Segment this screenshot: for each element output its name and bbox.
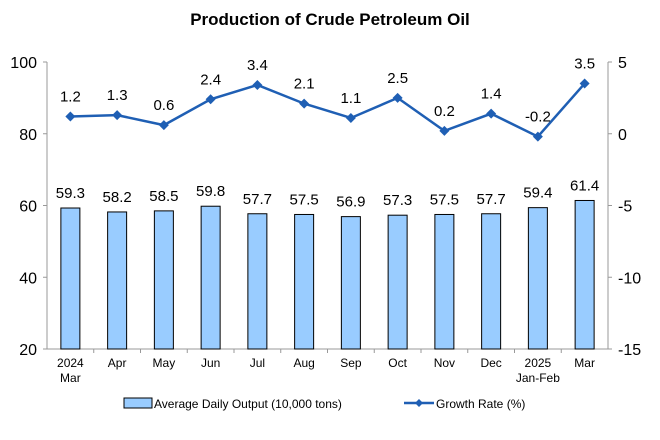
bar [574,199,595,350]
left-tick-label: 80 [19,127,37,144]
left-tick-label: 60 [19,199,37,216]
legend-line-marker [415,399,423,407]
x-tick-label: Nov [434,356,455,370]
growth-point [205,94,216,105]
growth-point [579,78,590,89]
x-tick-label: May [153,356,176,370]
bar-label: 61.4 [570,177,599,194]
bar [434,213,455,350]
bar-label: 59.3 [56,185,85,202]
growth-label: 3.4 [247,57,268,74]
growth-label: 1.1 [340,90,361,107]
bar [387,214,408,350]
bar [340,216,361,350]
bar [247,213,268,350]
right-tick-label: 5 [618,55,627,72]
bar-label: 57.7 [243,191,272,208]
bar [294,213,315,350]
growth-point [299,98,310,109]
x-tick-label: Mar [60,371,81,385]
x-tick-label: Dec [480,356,501,370]
growth-label: 2.5 [387,70,408,87]
legend-line-label: Growth Rate (%) [436,397,525,411]
bar-label: 56.9 [336,194,365,211]
growth-label: 1.2 [60,89,81,106]
growth-line [70,82,586,139]
growth-point [392,92,403,103]
x-tick-label: Aug [293,356,314,370]
bar-label: 57.5 [290,191,319,208]
left-tick-label: 100 [10,55,37,72]
growth-point [252,79,263,90]
bar [153,210,174,350]
bar [107,211,128,350]
growth-point [158,120,169,131]
bar [527,207,548,350]
legend-bar-label: Average Daily Output (10,000 tons) [154,397,342,411]
growth-label: 0.6 [153,97,174,114]
growth-label: 2.1 [294,76,315,93]
x-tick-label: Mar [574,356,595,370]
bar-label: 57.7 [477,191,506,208]
x-tick-label: 2024 [57,356,84,370]
growth-label: 0.2 [434,103,455,120]
x-tick-label: Apr [108,356,127,370]
legend: Average Daily Output (10,000 tons) Growt… [123,397,525,411]
x-tick-label: 2025 [525,356,552,370]
growth-label: 1.4 [481,86,502,103]
growth-label: 1.3 [107,87,128,104]
left-tick-label: 20 [19,342,37,359]
growth-point [486,108,497,119]
x-tick-label: Oct [388,356,407,370]
growth-point [345,112,356,123]
bar-label: 59.8 [196,183,225,200]
growth-label: 2.4 [200,71,221,88]
growth-point [532,131,543,142]
bar-label: 57.5 [430,191,459,208]
right-tick-label: -15 [618,342,641,359]
x-tick-label: Jan-Feb [516,371,560,385]
bar [200,205,221,350]
legend-bar-swatch [123,397,153,409]
bar-label: 59.4 [523,185,552,202]
bar-label: 57.3 [383,192,412,209]
growth-point [439,125,450,136]
growth-point [112,110,123,121]
growth-point [65,111,76,122]
bar [481,213,502,350]
right-tick-label: -5 [618,199,632,216]
bar-label: 58.5 [149,188,178,205]
right-tick-label: 0 [618,127,627,144]
bar-label: 58.2 [103,189,132,206]
x-tick-label: Jun [201,356,220,370]
chart-title: Production of Crude Petroleum Oil [190,10,470,29]
right-tick-label: -10 [618,270,641,287]
x-tick-label: Jul [250,356,265,370]
bar [60,207,81,350]
x-tick-label: Sep [340,356,362,370]
growth-label: 3.5 [574,56,595,73]
growth-label: -0.2 [525,109,551,126]
left-tick-label: 40 [19,270,37,287]
